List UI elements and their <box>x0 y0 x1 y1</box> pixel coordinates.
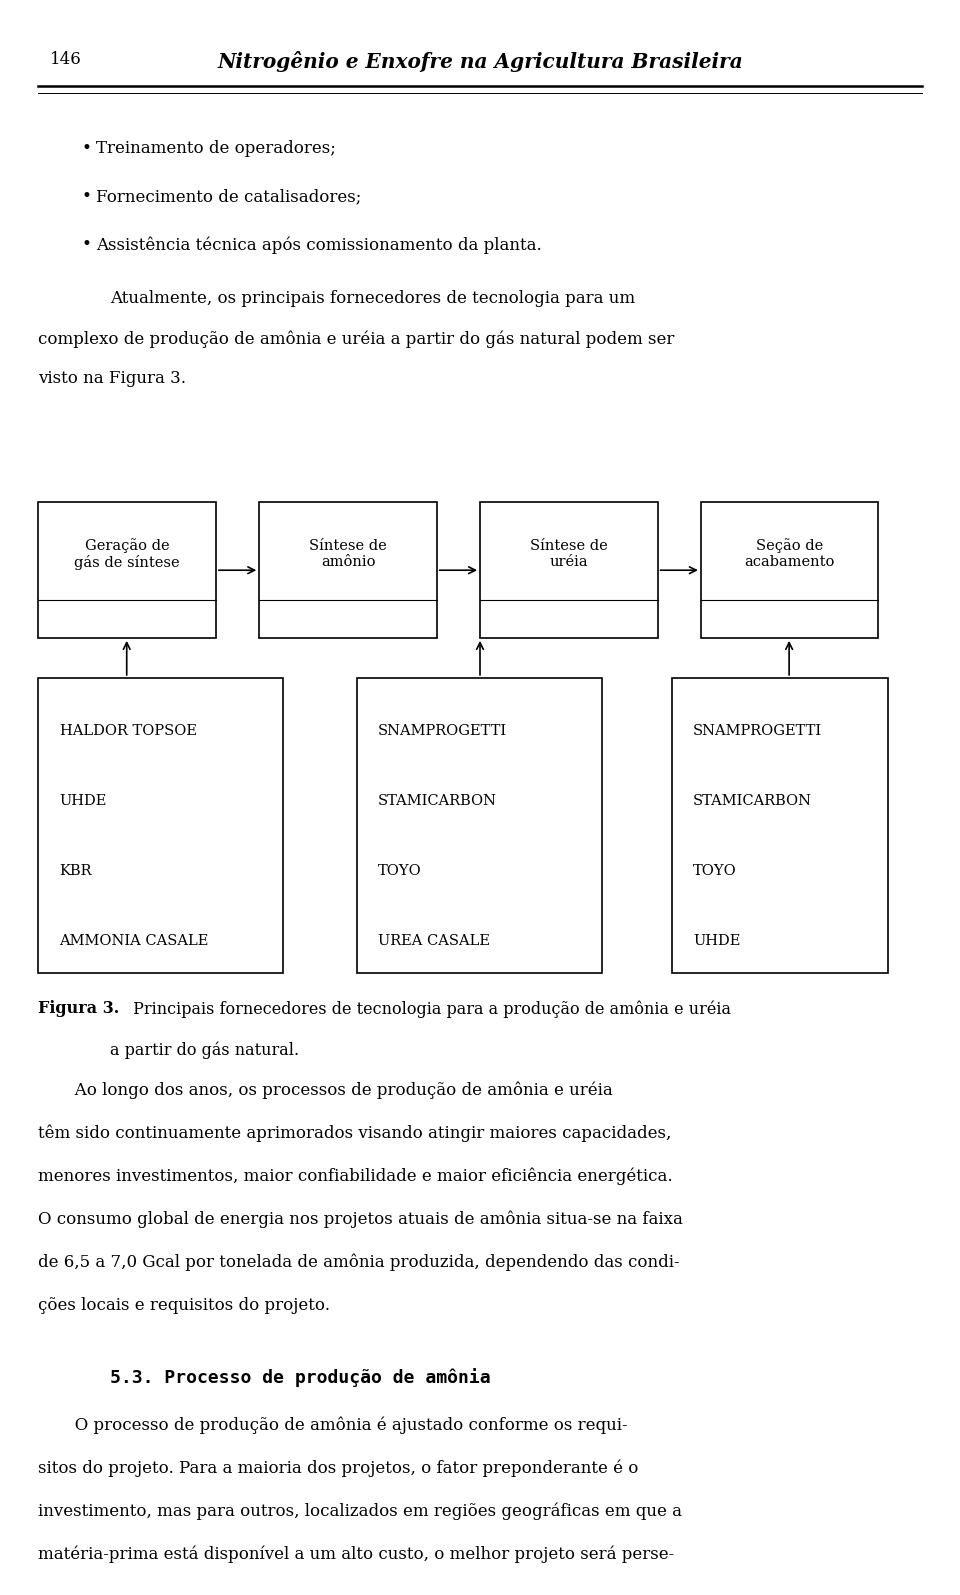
Text: Síntese de
uréia: Síntese de uréia <box>530 539 608 569</box>
Text: TOYO: TOYO <box>693 864 737 879</box>
Text: têm sido continuamente aprimorados visando atingir maiores capacidades,: têm sido continuamente aprimorados visan… <box>38 1124 672 1142</box>
Text: sitos do projeto. Para a maioria dos projetos, o fator preponderante é o: sitos do projeto. Para a maioria dos pro… <box>38 1459 638 1477</box>
Bar <box>701 502 878 638</box>
Text: 146: 146 <box>50 51 82 69</box>
Text: UREA CASALE: UREA CASALE <box>378 935 491 949</box>
Text: menores investimentos, maior confiabilidade e maior eficiência energética.: menores investimentos, maior confiabilid… <box>38 1168 673 1185</box>
Bar <box>357 678 602 973</box>
Text: Síntese de
amônio: Síntese de amônio <box>309 539 387 569</box>
Text: Nitrogênio e Enxofre na Agricultura Brasileira: Nitrogênio e Enxofre na Agricultura Bras… <box>217 51 743 72</box>
Text: 5.3. Processo de produção de amônia: 5.3. Processo de produção de amônia <box>110 1369 491 1388</box>
Text: •: • <box>82 188 91 206</box>
Text: Treinamento de operadores;: Treinamento de operadores; <box>96 140 336 158</box>
Bar <box>259 502 437 638</box>
Text: UHDE: UHDE <box>60 794 107 807</box>
Text: AMMONIA CASALE: AMMONIA CASALE <box>60 935 209 949</box>
Text: Geração de
gás de síntese: Geração de gás de síntese <box>74 538 180 569</box>
Text: Principais fornecedores de tecnologia para a produção de amônia e uréia: Principais fornecedores de tecnologia pa… <box>128 1000 731 1018</box>
Bar <box>480 502 658 638</box>
Text: •: • <box>82 140 91 158</box>
Text: Atualmente, os principais fornecedores de tecnologia para um: Atualmente, os principais fornecedores d… <box>110 290 636 308</box>
Text: STAMICARBON: STAMICARBON <box>378 794 497 807</box>
Text: de 6,5 a 7,0 Gcal por tonelada de amônia produzida, dependendo das condi-: de 6,5 a 7,0 Gcal por tonelada de amônia… <box>38 1254 680 1271</box>
Text: Ao longo dos anos, os processos de produção de amônia e uréia: Ao longo dos anos, os processos de produ… <box>38 1081 613 1099</box>
Bar <box>38 502 216 638</box>
Text: Seção de
acabamento: Seção de acabamento <box>744 539 835 569</box>
Text: UHDE: UHDE <box>693 935 740 949</box>
Text: complexo de produção de amônia e uréia a partir do gás natural podem ser: complexo de produção de amônia e uréia a… <box>38 330 675 348</box>
Bar <box>38 678 283 973</box>
Text: Fornecimento de catalisadores;: Fornecimento de catalisadores; <box>96 188 361 206</box>
Text: Figura 3.: Figura 3. <box>38 1000 120 1018</box>
Text: HALDOR TOPSOE: HALDOR TOPSOE <box>60 724 197 737</box>
Text: O consumo global de energia nos projetos atuais de amônia situa-se na faixa: O consumo global de energia nos projetos… <box>38 1211 684 1228</box>
Text: matéria-prima está disponível a um alto custo, o melhor projeto será perse-: matéria-prima está disponível a um alto … <box>38 1546 675 1563</box>
Text: SNAMPROGETTI: SNAMPROGETTI <box>693 724 823 737</box>
Text: a partir do gás natural.: a partir do gás natural. <box>110 1042 300 1059</box>
Text: Assistência técnica após comissionamento da planta.: Assistência técnica após comissionamento… <box>96 236 541 254</box>
Text: visto na Figura 3.: visto na Figura 3. <box>38 370 186 388</box>
Text: KBR: KBR <box>60 864 92 879</box>
Text: STAMICARBON: STAMICARBON <box>693 794 812 807</box>
Text: ções locais e requisitos do projeto.: ções locais e requisitos do projeto. <box>38 1297 330 1314</box>
Text: investimento, mas para outros, localizados em regiões geográficas em que a: investimento, mas para outros, localizad… <box>38 1502 683 1520</box>
Text: SNAMPROGETTI: SNAMPROGETTI <box>378 724 508 737</box>
Text: TOYO: TOYO <box>378 864 422 879</box>
Text: O processo de produção de amônia é ajustado conforme os requi-: O processo de produção de amônia é ajust… <box>38 1416 628 1434</box>
Bar <box>672 678 888 973</box>
Text: •: • <box>82 236 91 254</box>
